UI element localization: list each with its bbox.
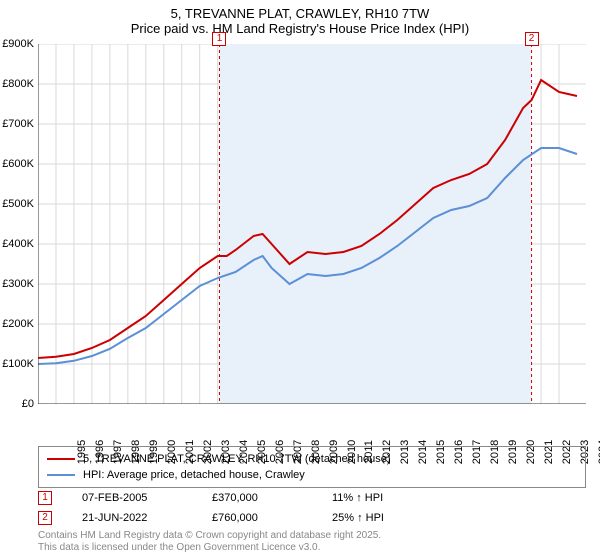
chart-container: 5, TREVANNE PLAT, CRAWLEY, RH10 7TW Pric… bbox=[0, 0, 600, 560]
sale-price: £370,000 bbox=[212, 492, 332, 504]
legend-swatch-2 bbox=[47, 474, 75, 476]
y-tick-label: £400K bbox=[0, 238, 34, 250]
sale-date: 21-JUN-2022 bbox=[82, 512, 212, 524]
sales-table: 1 07-FEB-2005 £370,000 11% ↑ HPI 2 21-JU… bbox=[38, 488, 452, 528]
legend-row: 5, TREVANNE PLAT, CRAWLEY, RH10 7TW (det… bbox=[47, 451, 577, 467]
title-address: 5, TREVANNE PLAT, CRAWLEY, RH10 7TW bbox=[0, 6, 600, 21]
sale-date: 07-FEB-2005 bbox=[82, 492, 212, 504]
legend-row: HPI: Average price, detached house, Craw… bbox=[47, 467, 577, 483]
sale-pct: 11% ↑ HPI bbox=[332, 492, 452, 504]
sale-marker-2: 2 bbox=[38, 511, 52, 525]
y-tick-label: £200K bbox=[0, 318, 34, 330]
sale-price: £760,000 bbox=[212, 512, 332, 524]
event-marker-2: 2 bbox=[525, 32, 539, 46]
event-marker-1: 1 bbox=[212, 32, 226, 46]
footer-line1: Contains HM Land Registry data © Crown c… bbox=[38, 530, 381, 542]
y-tick-label: £100K bbox=[0, 358, 34, 370]
y-tick-label: £800K bbox=[0, 78, 34, 90]
y-tick-label: £900K bbox=[0, 38, 34, 50]
y-tick-label: £500K bbox=[0, 198, 34, 210]
y-tick-label: £0 bbox=[0, 398, 34, 410]
title-block: 5, TREVANNE PLAT, CRAWLEY, RH10 7TW Pric… bbox=[0, 0, 600, 38]
y-tick-label: £300K bbox=[0, 278, 34, 290]
title-subtitle: Price paid vs. HM Land Registry's House … bbox=[0, 21, 600, 36]
footer-line2: This data is licensed under the Open Gov… bbox=[38, 542, 381, 554]
y-tick-label: £600K bbox=[0, 158, 34, 170]
footer: Contains HM Land Registry data © Crown c… bbox=[38, 530, 381, 554]
sale-pct: 25% ↑ HPI bbox=[332, 512, 452, 524]
legend-label-2: HPI: Average price, detached house, Craw… bbox=[83, 469, 305, 481]
chart-svg bbox=[38, 44, 586, 404]
sale-row: 2 21-JUN-2022 £760,000 25% ↑ HPI bbox=[38, 508, 452, 528]
y-tick-label: £700K bbox=[0, 118, 34, 130]
chart-area: £0£100K£200K£300K£400K£500K£600K£700K£80… bbox=[38, 44, 586, 404]
legend: 5, TREVANNE PLAT, CRAWLEY, RH10 7TW (det… bbox=[38, 446, 586, 488]
legend-label-1: 5, TREVANNE PLAT, CRAWLEY, RH10 7TW (det… bbox=[83, 453, 391, 465]
sale-row: 1 07-FEB-2005 £370,000 11% ↑ HPI bbox=[38, 488, 452, 508]
legend-swatch-1 bbox=[47, 458, 75, 460]
sale-marker-1: 1 bbox=[38, 491, 52, 505]
